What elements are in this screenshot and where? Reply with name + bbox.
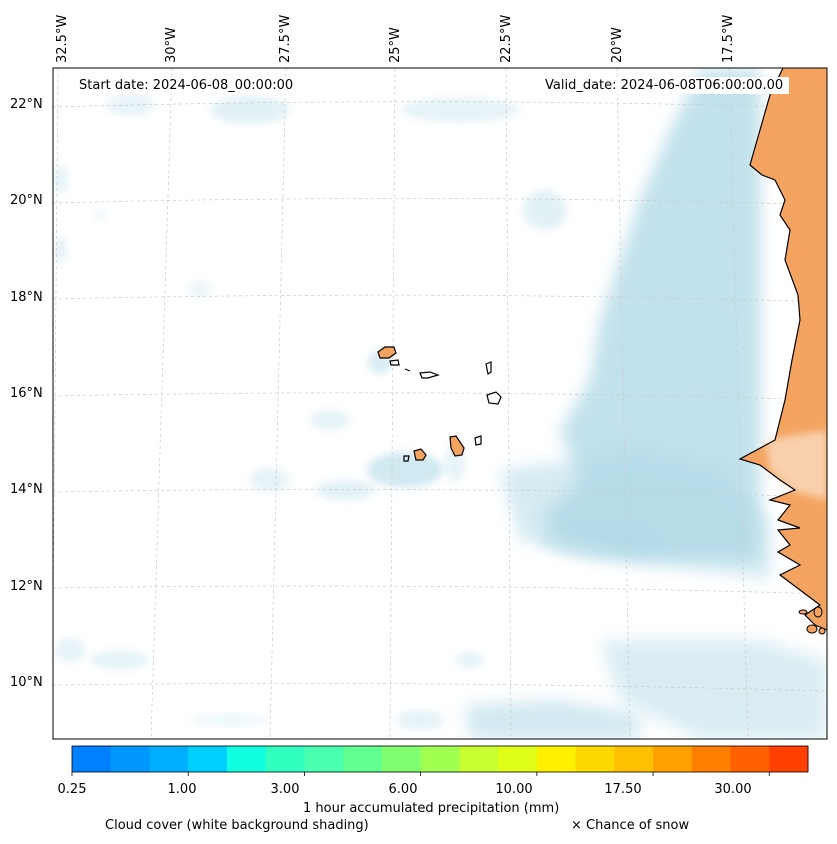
colorbar-tick-label: 0.25 <box>57 782 87 797</box>
colorbar-segment <box>614 746 654 772</box>
snow-legend: × Chance of snow <box>571 818 690 833</box>
colorbar-tick-label: 17.50 <box>604 782 642 797</box>
lat-label-18n: 18°N <box>10 290 43 305</box>
lat-label-10n: 10°N <box>10 675 43 690</box>
colorbar-tick-label: 10.00 <box>495 782 533 797</box>
colorbar-segment <box>110 746 150 772</box>
cloud-cover-legend: Cloud cover (white background shading) <box>105 818 369 833</box>
colorbar-tick-label: 1.00 <box>167 782 197 797</box>
colorbar-segment <box>304 746 344 772</box>
lon-label-32-5w: 32.5°W <box>55 14 70 63</box>
colorbar-border <box>71 745 809 773</box>
colorbar-tick-label: 30.00 <box>714 782 752 797</box>
colorbar-segment <box>730 746 770 772</box>
start-date-label: Start date: 2024-06-08_00:00:00 <box>73 77 300 94</box>
lon-label-22-5w: 22.5°W <box>499 14 514 63</box>
colorbar-segment <box>343 746 383 772</box>
valid-date-label: Valid_date: 2024-06-08T06:00:00.00 <box>539 77 790 94</box>
colorbar-tick-label: 3.00 <box>270 782 300 797</box>
colorbar-segment <box>381 746 422 772</box>
colorbar-tick-label: 6.00 <box>388 782 418 797</box>
bissagos-islands <box>798 606 826 635</box>
lon-label-27-5w: 27.5°W <box>278 14 293 63</box>
lon-label-25w: 25°W <box>388 27 403 63</box>
colorbar-segment <box>498 746 538 772</box>
colorbar-segment <box>72 746 112 772</box>
lat-label-16n: 16°N <box>10 386 43 401</box>
colorbar-segment <box>188 746 228 772</box>
colorbar-label: 1 hour accumulated precipitation (mm) <box>303 801 560 816</box>
colorbar-segment <box>226 746 267 772</box>
graticule <box>53 68 827 739</box>
cloud-cover-layer <box>53 70 827 739</box>
lon-label-30w: 30°W <box>164 27 179 63</box>
africa-coastline <box>738 68 827 631</box>
colorbar <box>71 745 809 776</box>
cape-verde-islands <box>377 346 502 462</box>
colorbar-segment <box>265 746 305 772</box>
colorbar-segment <box>691 746 732 772</box>
colorbar-segment <box>653 746 693 772</box>
lat-label-22n: 22°N <box>10 97 43 112</box>
colorbar-segment <box>769 746 809 772</box>
map-frame <box>52 67 828 740</box>
colorbar-segment <box>420 746 460 772</box>
colorbar-segment <box>149 746 189 772</box>
lat-label-20n: 20°N <box>10 193 43 208</box>
lon-label-17-5w: 17.5°W <box>721 14 736 63</box>
africa-inland-pale <box>765 430 827 500</box>
colorbar-segment <box>459 746 499 772</box>
lat-label-14n: 14°N <box>10 482 43 497</box>
lon-label-20w: 20°W <box>610 27 625 63</box>
colorbar-segment <box>575 746 615 772</box>
lat-label-12n: 12°N <box>10 579 43 594</box>
colorbar-segment <box>536 746 577 772</box>
